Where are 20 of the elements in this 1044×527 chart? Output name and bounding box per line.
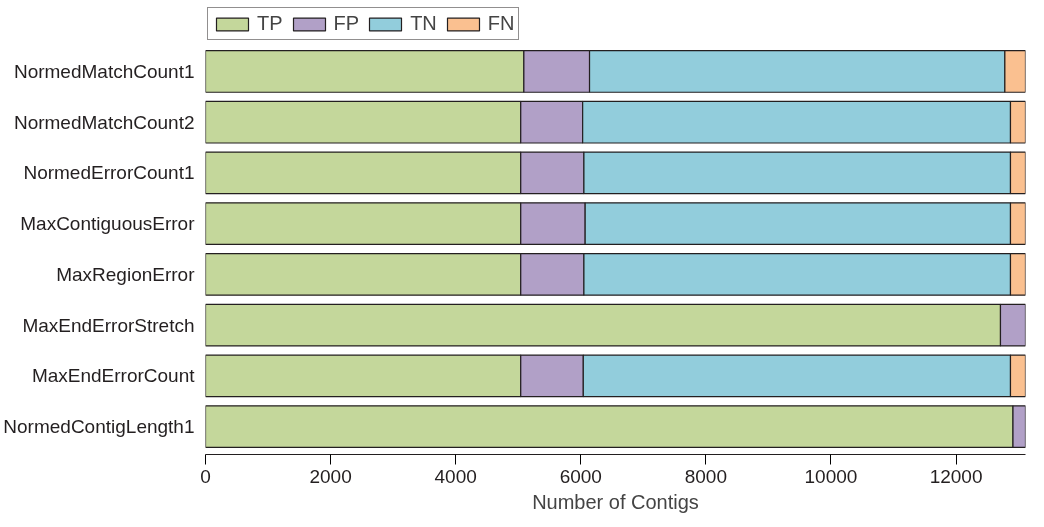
x-tick-label: 12000 xyxy=(929,465,983,487)
y-tick-label: MaxEndErrorStretch xyxy=(22,314,195,336)
y-tick-label: MaxRegionError xyxy=(56,263,196,285)
y-tick-label: MaxContiguousError xyxy=(20,213,196,235)
legend-label: TN xyxy=(410,12,437,35)
x-tick-label: 4000 xyxy=(434,465,477,487)
y-tick-label: NormedMatchCount1 xyxy=(13,60,195,82)
y-tick-label: NormedMatchCount2 xyxy=(13,111,195,133)
legend-label: FP xyxy=(333,12,360,35)
x-tick-label: 2000 xyxy=(309,465,352,487)
x-tick-label: 0 xyxy=(200,465,211,487)
y-tick-label: NormedErrorCount1 xyxy=(23,162,195,184)
x-axis-title: Number of Contigs xyxy=(532,490,699,513)
y-tick-label: MaxEndErrorCount xyxy=(31,365,196,387)
x-tick-label: 10000 xyxy=(804,465,858,487)
x-tick-label: 6000 xyxy=(559,465,602,487)
legend-label: FN xyxy=(487,12,515,35)
x-tick-label: 8000 xyxy=(684,465,728,487)
y-tick-label: NormedContigLength1 xyxy=(3,416,195,438)
legend-label: TP xyxy=(257,12,283,35)
